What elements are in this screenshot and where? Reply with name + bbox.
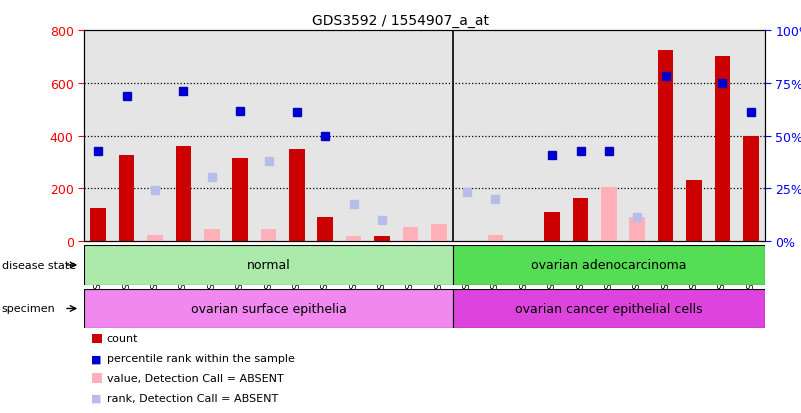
Bar: [453, 31, 481, 242]
Bar: [708, 31, 737, 242]
Bar: [737, 31, 765, 242]
Bar: [488, 235, 503, 242]
Bar: [232, 159, 248, 242]
Bar: [226, 31, 255, 242]
Bar: [311, 31, 340, 242]
Text: specimen: specimen: [2, 304, 55, 314]
Bar: [658, 51, 674, 242]
Bar: [84, 246, 453, 285]
Bar: [169, 31, 198, 242]
Bar: [84, 289, 453, 328]
Bar: [431, 225, 446, 242]
Bar: [91, 209, 106, 242]
Bar: [743, 136, 759, 242]
Bar: [623, 31, 651, 242]
Bar: [453, 246, 765, 285]
Bar: [601, 188, 617, 242]
Text: value, Detection Call = ABSENT: value, Detection Call = ABSENT: [107, 373, 284, 383]
Bar: [141, 31, 169, 242]
Bar: [680, 31, 708, 242]
Text: ovarian cancer epithelial cells: ovarian cancer epithelial cells: [515, 302, 702, 315]
Bar: [283, 31, 311, 242]
Text: ■: ■: [91, 393, 102, 403]
Bar: [686, 181, 702, 242]
Bar: [545, 213, 560, 242]
Text: disease state: disease state: [2, 260, 76, 271]
Text: normal: normal: [247, 259, 291, 272]
Bar: [453, 289, 765, 328]
Bar: [317, 218, 333, 242]
Bar: [340, 31, 368, 242]
Bar: [651, 31, 680, 242]
Bar: [368, 31, 396, 242]
Bar: [346, 236, 361, 242]
Bar: [425, 31, 453, 242]
Text: ■: ■: [91, 354, 102, 363]
Bar: [538, 31, 566, 242]
Bar: [260, 230, 276, 242]
Bar: [112, 31, 141, 242]
Text: GDS3592 / 1554907_a_at: GDS3592 / 1554907_a_at: [312, 14, 489, 28]
Text: rank, Detection Call = ABSENT: rank, Detection Call = ABSENT: [107, 393, 278, 403]
Bar: [198, 31, 226, 242]
Text: percentile rank within the sample: percentile rank within the sample: [107, 354, 295, 363]
Bar: [509, 31, 538, 242]
Bar: [374, 236, 390, 242]
Bar: [204, 230, 219, 242]
Bar: [714, 57, 731, 242]
Bar: [84, 31, 112, 242]
Bar: [396, 31, 425, 242]
Bar: [573, 198, 589, 242]
Text: ovarian surface epithelia: ovarian surface epithelia: [191, 302, 347, 315]
Bar: [147, 235, 163, 242]
Bar: [630, 218, 645, 242]
Bar: [403, 227, 418, 242]
Bar: [594, 31, 623, 242]
Bar: [566, 31, 594, 242]
Bar: [175, 147, 191, 242]
Text: count: count: [107, 334, 138, 344]
Bar: [289, 150, 304, 242]
Bar: [119, 156, 135, 242]
Text: ovarian adenocarcinoma: ovarian adenocarcinoma: [531, 259, 686, 272]
Bar: [481, 31, 509, 242]
Bar: [254, 31, 283, 242]
